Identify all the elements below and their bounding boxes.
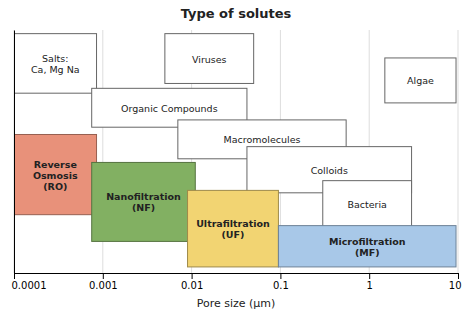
box-label-line: Osmosis (33, 169, 78, 180)
box-label-line: (MF) (355, 246, 380, 257)
x-tick-label: 0.01 (181, 280, 203, 291)
x-tick-mark (458, 273, 459, 279)
box-label: ReverseOsmosis(RO) (33, 158, 78, 191)
x-axis-line (15, 273, 459, 274)
box-label-line: Ca, Mg Na (31, 63, 80, 74)
x-tick: 10 (449, 273, 462, 291)
x-tick-mark (280, 273, 281, 279)
y-axis-line (14, 31, 15, 274)
x-axis: 0.0001 0.001 0.01 0.1 1 10 (12, 273, 462, 291)
box-label: Macromolecules (224, 134, 301, 145)
box-label-line: Colloids (311, 164, 348, 175)
box-label: Organic Compounds (121, 102, 218, 113)
grid-line (14, 30, 15, 273)
box-label: Ultrafiltration(UF) (196, 218, 270, 240)
x-tick: 0.0001 (12, 273, 47, 291)
box-label: Colloids (311, 164, 348, 175)
x-tick-label: 10 (449, 280, 462, 291)
x-tick: 1 (367, 273, 373, 291)
box-label-line: Ultrafiltration (196, 218, 270, 229)
x-tick-mark (103, 273, 104, 279)
grid-line (458, 30, 459, 273)
box-label-line: (UF) (222, 229, 245, 240)
box-labels: Salts:Ca, Mg Na Viruses Algae Organic Compo… (31, 52, 434, 257)
boxes (14, 34, 456, 267)
filter-box (14, 134, 97, 214)
y-axis (14, 31, 15, 274)
x-tick-mark (192, 273, 193, 279)
solute-box (323, 181, 412, 227)
box-label: Nanofiltration(NF) (106, 191, 181, 213)
x-tick: 0.01 (181, 273, 203, 291)
x-tick-mark (369, 273, 370, 279)
box-label-line: (NF) (132, 202, 155, 213)
box-label: Salts:Ca, Mg Na (31, 52, 80, 74)
x-tick: 0.1 (273, 273, 289, 291)
x-tick-mark (14, 273, 15, 279)
box-label-line: (RO) (43, 180, 67, 191)
box-label-line: Nanofiltration (106, 191, 181, 202)
box-label-line: Organic Compounds (121, 102, 218, 113)
x-tick: 0.001 (89, 273, 118, 291)
plot: Salts:Ca, Mg Na Viruses Algae Organic Compo… (12, 30, 462, 291)
box-label-line: Macromolecules (224, 134, 301, 145)
x-tick-label: 0.1 (273, 280, 289, 291)
filter-box (278, 226, 456, 267)
box-label-line: Algae (407, 75, 434, 86)
box-label: Bacteria (347, 198, 387, 209)
filter-box (188, 190, 279, 267)
chart: Salts:Ca, Mg Na Viruses Algae Organic Compo… (0, 0, 474, 315)
box-label: Algae (407, 75, 434, 86)
solute-box (14, 34, 97, 94)
solute-box (165, 34, 254, 84)
filter-box (92, 162, 196, 241)
x-axis-title: Pore size (μm) (197, 297, 276, 310)
box-label-line: Salts: (42, 52, 68, 63)
box-label-line: Reverse (34, 158, 77, 169)
grid (14, 30, 458, 273)
box-label-line: Viruses (192, 53, 227, 64)
solute-box (385, 58, 456, 103)
box-label: Microfiltration(MF) (329, 235, 406, 257)
x-tick-label: 0.001 (89, 280, 118, 291)
x-tick-label: 0.0001 (12, 280, 47, 291)
box-label: Viruses (192, 53, 227, 64)
title: Type of solutes (181, 6, 292, 21)
box-label-line: Microfiltration (329, 235, 406, 246)
box-label-line: Bacteria (347, 198, 387, 209)
x-tick-label: 1 (367, 280, 373, 291)
